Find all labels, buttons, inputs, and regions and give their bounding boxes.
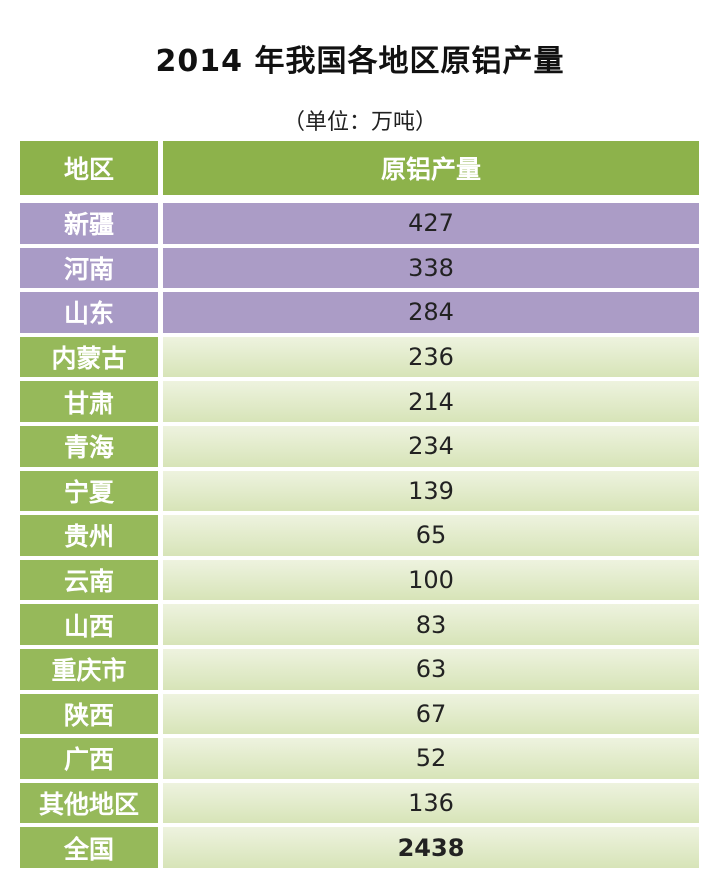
table-row: 广西 52 [20,738,699,779]
table-row: 其他地区 136 [20,782,699,824]
table-row: 山西 83 [20,604,699,645]
output-cell: 65 [163,515,699,556]
output-cell: 427 [163,203,699,244]
region-cell: 山东 [20,292,158,333]
output-cell: 139 [163,470,699,512]
output-cell: 234 [163,425,699,467]
table-row: 河南 338 [20,247,699,289]
output-cell: 214 [163,381,699,422]
unit-label: （单位：万吨） [282,110,437,135]
region-cell: 广西 [20,738,158,779]
output-cell: 100 [163,559,699,601]
output-cell: 63 [163,648,699,690]
page-title: 2014 年我国各地区原铝产量 [155,44,565,79]
region-cell: 全国 [20,827,158,868]
output-cell: 2438 [163,827,699,868]
region-cell: 宁夏 [20,470,158,512]
output-cell: 67 [163,693,699,735]
table-body: 新疆 427 河南 338 山东 284 内蒙古 236 甘肃 214 青海 234 宁夏 139 贵州 65… [20,203,699,868]
output-cell: 136 [163,782,699,824]
table-header: 地区 原铝产量 [20,141,699,195]
region-cell: 贵州 [20,515,158,556]
table-row: 重庆市 63 [20,648,699,690]
table-row: 贵州 65 [20,515,699,556]
output-cell: 52 [163,738,699,779]
table-row: 青海 234 [20,425,699,467]
table-row: 宁夏 139 [20,470,699,512]
table-row: 甘肃 214 [20,381,699,422]
table-row: 云南 100 [20,559,699,601]
region-cell: 重庆市 [20,648,158,690]
region-cell: 新疆 [20,203,158,244]
region-cell: 云南 [20,559,158,601]
header-output: 原铝产量 [163,141,699,195]
output-cell: 338 [163,247,699,289]
table-row: 山东 284 [20,292,699,333]
table-row: 陕西 67 [20,693,699,735]
region-cell: 河南 [20,247,158,289]
output-cell: 284 [163,292,699,333]
table-row: 内蒙古 236 [20,336,699,378]
region-cell: 山西 [20,604,158,645]
table-row: 全国 2438 [20,827,699,868]
region-cell: 青海 [20,425,158,467]
output-cell: 83 [163,604,699,645]
output-cell: 236 [163,336,699,378]
region-cell: 陕西 [20,693,158,735]
region-cell: 其他地区 [20,782,158,824]
header-region: 地区 [20,141,158,195]
region-cell: 内蒙古 [20,336,158,378]
region-cell: 甘肃 [20,381,158,422]
table-row: 新疆 427 [20,203,699,244]
